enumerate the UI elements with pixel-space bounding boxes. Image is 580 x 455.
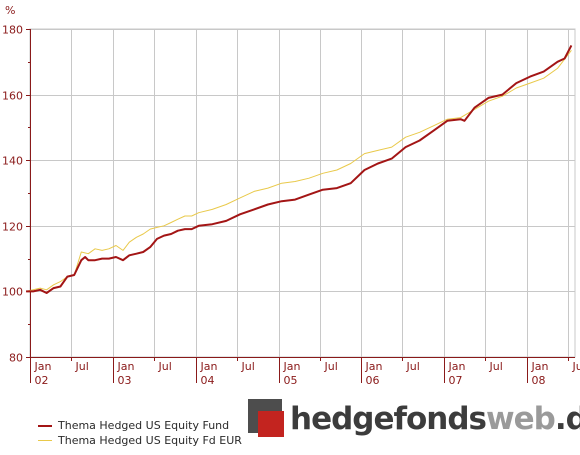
grid-lines <box>29 28 576 358</box>
x-month-label-7: Jul <box>324 360 338 373</box>
x-month-label-9: Jul <box>406 360 420 373</box>
x-month-label-6: Jan <box>283 360 301 373</box>
x-year-label-0: 02 <box>35 374 49 387</box>
y-tick-label-4: 160 <box>2 90 23 103</box>
x-month-label-13: Jul <box>572 360 580 373</box>
legend-item-fund: Thema Hedged US Equity Fund <box>38 418 242 433</box>
legend-label-fund: Thema Hedged US Equity Fund <box>58 419 230 432</box>
x-year-label-6: 08 <box>532 374 546 387</box>
y-tick-label-3: 140 <box>2 155 23 168</box>
x-month-label-1: Jul <box>75 360 89 373</box>
x-year-label-1: 03 <box>118 374 132 387</box>
x-month-label-0: Jan <box>34 360 52 373</box>
y-axis-label: % <box>5 4 15 17</box>
legend-swatch-fund <box>38 424 52 427</box>
logo-text: hedgefondsweb.de <box>290 401 580 437</box>
series-line-1 <box>25 49 572 292</box>
legend-item-fund-eur: Thema Hedged US Equity Fd EUR <box>38 433 242 448</box>
legend: Thema Hedged US Equity Fund Thema Hedged… <box>38 418 242 448</box>
x-month-label-4: Jan <box>200 360 218 373</box>
x-month-label-3: Jul <box>158 360 172 373</box>
x-axis: Jan Jul Jan Jul Jan Jul Jan Jul Jan Jul Jan Jul Jan J… <box>30 357 580 387</box>
legend-label-fund-eur: Thema Hedged US Equity Fd EUR <box>58 434 242 447</box>
x-year-label-3: 05 <box>284 374 298 387</box>
x-month-label-12: Jan <box>531 360 549 373</box>
logo-text-part3: .de <box>554 401 580 437</box>
logo-mark-icon <box>248 399 284 439</box>
hedgefondsweb-logo: hedgefondsweb.de <box>248 398 580 440</box>
y-axis: 80 100 120 140 160 180 <box>2 24 31 367</box>
y-tick-label-5: 180 <box>2 24 23 37</box>
plot-frame <box>29 28 576 358</box>
y-tick-label-0: 80 <box>9 352 23 365</box>
x-year-label-4: 06 <box>366 374 380 387</box>
y-tick-label-2: 120 <box>2 221 23 234</box>
logo-text-part2: web <box>486 401 556 437</box>
x-month-label-10: Jan <box>448 360 466 373</box>
logo-text-part1: hedgefonds <box>290 401 487 437</box>
series-lines <box>25 44 573 294</box>
x-year-label-2: 04 <box>201 374 215 387</box>
y-tick-label-1: 100 <box>2 286 23 299</box>
x-month-label-11: Jul <box>489 360 503 373</box>
x-year-label-5: 07 <box>449 374 463 387</box>
series-line-0 <box>26 44 573 294</box>
x-month-label-8: Jan <box>365 360 383 373</box>
legend-swatch-fund-eur <box>38 440 52 441</box>
x-month-label-2: Jan <box>117 360 135 373</box>
x-month-label-5: Jul <box>241 360 255 373</box>
